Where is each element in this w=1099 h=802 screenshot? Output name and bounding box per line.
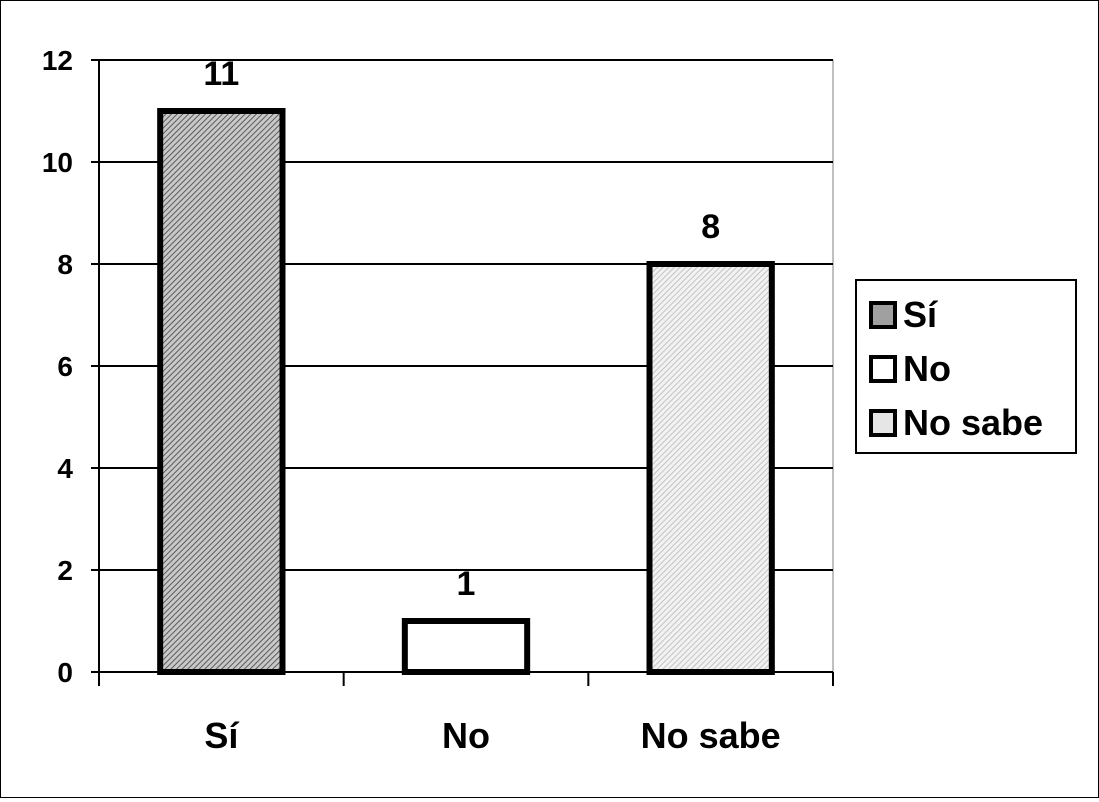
y-tick-label: 4 [57, 453, 73, 484]
legend-item-si: Sí [869, 294, 938, 335]
bar-no [401, 618, 531, 675]
legend-label-no-sabe: No sabe [903, 402, 1044, 443]
y-tick-label: 0 [57, 657, 73, 688]
legend: Sí No No sabe [855, 279, 1077, 454]
data-label-si: 11 [203, 55, 239, 93]
data-label-no-sabe: 8 [701, 208, 720, 246]
legend-label-si: Sí [903, 294, 938, 335]
x-tick-label-si: Sí [204, 715, 239, 756]
y-tick-label: 6 [57, 351, 73, 382]
legend-item-no-sabe: No sabe [869, 402, 1044, 443]
legend-swatch-si [869, 301, 897, 329]
bars [157, 108, 775, 675]
x-tick-label-no: No [442, 715, 490, 756]
data-label-no: 1 [457, 565, 476, 603]
legend-item-no: No [869, 348, 951, 389]
y-tick-label: 2 [57, 555, 73, 586]
bar-no-sabe [646, 261, 775, 675]
y-tick-label: 12 [42, 45, 73, 76]
y-tick-label: 8 [57, 249, 73, 280]
legend-swatch-no [869, 355, 897, 383]
y-tick-label: 10 [42, 147, 73, 178]
legend-label-no: No [903, 348, 951, 389]
bar-si [157, 108, 286, 675]
x-tick-label-no-sabe: No sabe [641, 715, 781, 756]
legend-swatch-no-sabe [869, 409, 897, 437]
